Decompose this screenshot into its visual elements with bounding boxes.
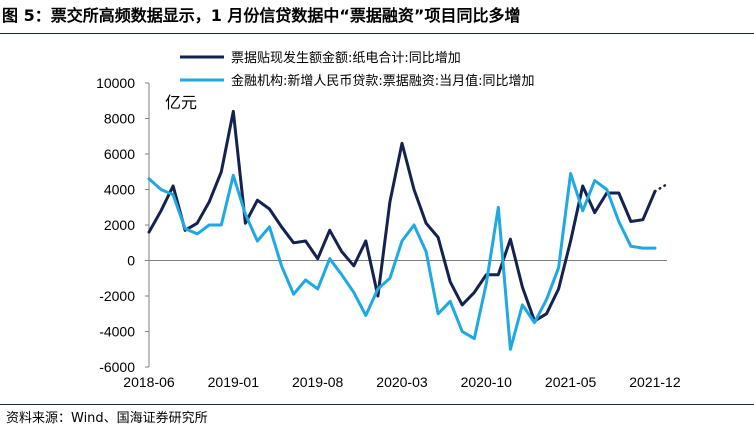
y-tick-label: 6000 xyxy=(104,146,135,162)
figure-title: 图 5：票交所高频数据显示，1 月份信贷数据中“票据融资”项目同比多增 xyxy=(2,6,521,25)
y-tick-label: 2000 xyxy=(104,217,135,233)
axes: -6000 -4000 -2000 0 2000 4000 6000 8000 10000 201… xyxy=(96,75,681,390)
x-tick-label: 2021-12 xyxy=(629,374,681,390)
y-tick-label: 10000 xyxy=(96,75,135,91)
series-line-3 xyxy=(147,172,657,351)
unit-label: 亿元 xyxy=(165,93,197,112)
y-tick-label: -6000 xyxy=(99,359,135,375)
y-tick-label: 8000 xyxy=(104,111,135,127)
x-tick-label: 2019-08 xyxy=(292,374,344,390)
x-tick-label: 2021-05 xyxy=(545,374,597,390)
line-chart: -6000 -4000 -2000 0 2000 4000 6000 8000 10000 201… xyxy=(96,50,681,390)
y-tick-label: 4000 xyxy=(104,182,135,198)
y-tick-label: 0 xyxy=(127,253,135,269)
bottom-rule xyxy=(0,404,754,405)
x-tick-label: 2018-06 xyxy=(123,374,175,390)
figure-source: 资料来源：Wind、国海证券研究所 xyxy=(6,411,208,426)
x-tick-label: 2019-01 xyxy=(208,374,260,390)
y-tick-label: -4000 xyxy=(99,324,135,340)
x-tick-label: 2020-03 xyxy=(376,374,428,390)
y-tick-label: -2000 xyxy=(99,288,135,304)
x-tick-label: 2020-10 xyxy=(461,374,513,390)
legend-label: 金融机构:新增人民币贷款:票据融资:当月值:同比增加 xyxy=(231,73,535,89)
series-lines xyxy=(147,109,669,351)
series-forecast-line xyxy=(653,182,669,193)
top-rule xyxy=(0,33,754,34)
legend: 票据贴现发生额金额:纸电合计:同比增加金融机构:新增人民币贷款:票据融资:当月值… xyxy=(180,50,535,89)
legend-label: 票据贴现发生额金额:纸电合计:同比增加 xyxy=(231,50,461,66)
series-line-1 xyxy=(147,109,657,323)
